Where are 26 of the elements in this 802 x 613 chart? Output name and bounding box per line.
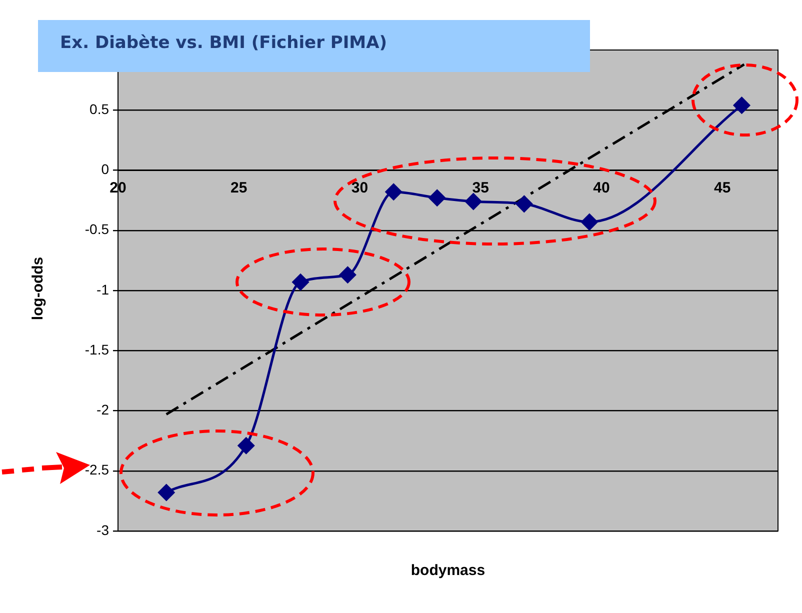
point — [339, 266, 356, 284]
y-tick-label: 0 — [101, 161, 110, 178]
point — [238, 437, 254, 454]
y-tick-label: -1.5 — [84, 341, 110, 358]
x-tick-label: 45 — [714, 179, 731, 196]
y-tick-label: -1 — [96, 281, 110, 298]
point — [465, 193, 482, 210]
x-tick-label: 35 — [472, 179, 489, 196]
point — [516, 196, 532, 212]
x-tick-label: 30 — [351, 179, 368, 196]
y-tick-label: 0.5 — [90, 100, 110, 117]
point — [292, 274, 309, 290]
x-tick-label: 40 — [593, 179, 610, 196]
x-axis-title: bodymass — [410, 562, 486, 579]
y-tick-label: -2.5 — [84, 462, 110, 478]
y-axis-title: log-odds — [30, 256, 46, 322]
y-tick-label: -2 — [96, 402, 110, 418]
chart-title: Ex. Diabète vs. BMI (Fichier PIMA) — [60, 32, 388, 54]
point — [385, 184, 402, 200]
point — [581, 214, 598, 230]
point — [733, 97, 750, 114]
point — [428, 190, 446, 206]
y-tick-label: -3 — [96, 522, 110, 538]
y-tick-label: -0.5 — [84, 221, 110, 238]
x-tick-label: 25 — [230, 179, 248, 196]
point — [158, 484, 175, 501]
